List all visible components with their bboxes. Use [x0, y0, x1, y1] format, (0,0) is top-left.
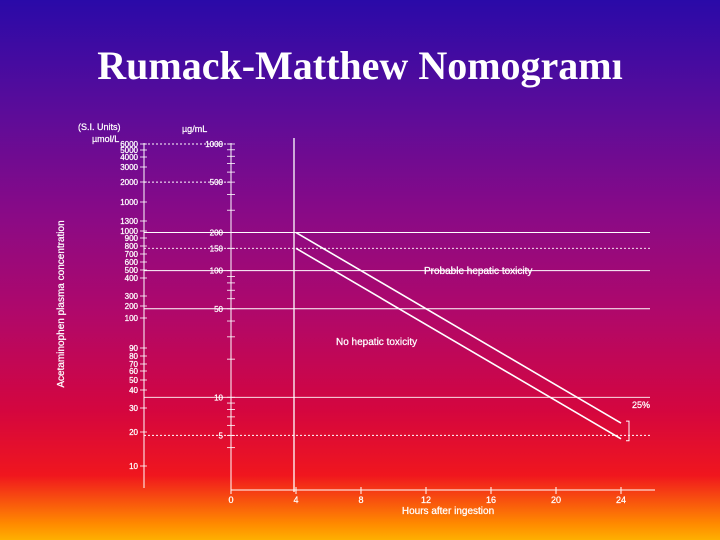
- si-tick-label: 800: [125, 242, 139, 251]
- nomogram-line-1: [295, 231, 622, 424]
- si-tick-label: 60: [129, 367, 138, 376]
- si-tick-label: 1300: [120, 217, 138, 226]
- si-tick-label: 50: [129, 376, 138, 385]
- x-tick-label: 20: [551, 495, 561, 505]
- si-tick-label: 6000: [120, 140, 138, 149]
- y-tick-label: 100: [210, 267, 224, 276]
- label-layer: (S.I. Units) µmol/L µg/mL Hours after in…: [56, 122, 650, 517]
- x-tick-label: 12: [421, 495, 431, 505]
- si-tick-label: 600: [125, 258, 139, 267]
- y-axis-label: Acetaminophen plasma concentration: [56, 220, 67, 387]
- si-tick-label: 200: [125, 302, 139, 311]
- si-units-header: (S.I. Units): [78, 122, 121, 132]
- y-tick-label: 150: [210, 244, 224, 253]
- y-tick-label: 50: [214, 305, 223, 314]
- si-tick-label: 5000: [120, 146, 138, 155]
- si-tick-label: 100: [125, 314, 139, 323]
- x-tick-label: 8: [358, 495, 363, 505]
- x-tick-label: 0: [228, 495, 233, 505]
- si-tick-label: 700: [125, 250, 139, 259]
- x-tick-label: 16: [486, 495, 496, 505]
- y-tick-label: 10: [214, 393, 223, 402]
- si-tick-label: 1000: [120, 198, 138, 207]
- axes-layer: 1000500200150100501056000500040003000200…: [120, 138, 655, 505]
- si-tick-label: 300: [125, 292, 139, 301]
- si-tick-label: 500: [125, 266, 139, 275]
- si-tick-label: 30: [129, 404, 138, 413]
- lower-region-label: No hepatic toxicity: [336, 337, 417, 348]
- x-tick-label: 4: [293, 495, 298, 505]
- si-tick-label: 70: [129, 360, 138, 369]
- y-unit-label: µg/mL: [182, 124, 207, 134]
- nomogram-line-2: [295, 247, 622, 440]
- y-tick-label: 5: [219, 431, 224, 440]
- grid-layer: [144, 143, 650, 436]
- si-tick-label: 900: [125, 234, 139, 243]
- x-tick-label: 24: [616, 495, 626, 505]
- si-tick-label: 400: [125, 274, 139, 283]
- y-tick-label: 500: [210, 178, 224, 187]
- series-layer: [295, 231, 630, 442]
- si-tick-label: 20: [129, 428, 138, 437]
- y-tick-label: 1000: [205, 140, 223, 149]
- si-tick-label: 3000: [120, 163, 138, 172]
- si-tick-label: 90: [129, 344, 138, 353]
- si-units-label: µmol/L: [92, 134, 119, 144]
- si-tick-label: 40: [129, 386, 138, 395]
- si-tick-label: 2000: [120, 178, 138, 187]
- bracket-mark: [626, 420, 630, 442]
- x-axis-label: Hours after ingestion: [402, 506, 494, 517]
- y-tick-label: 200: [210, 229, 224, 238]
- si-tick-label: 80: [129, 352, 138, 361]
- slide-title: Rumack-Matthew Nomogramı: [97, 43, 623, 88]
- si-tick-label: 10: [129, 462, 138, 471]
- bracket-label: 25%: [632, 400, 650, 410]
- si-tick-label: 1000: [120, 227, 138, 236]
- upper-region-label: Probable hepatic toxicity: [424, 266, 532, 277]
- si-tick-label: 4000: [120, 153, 138, 162]
